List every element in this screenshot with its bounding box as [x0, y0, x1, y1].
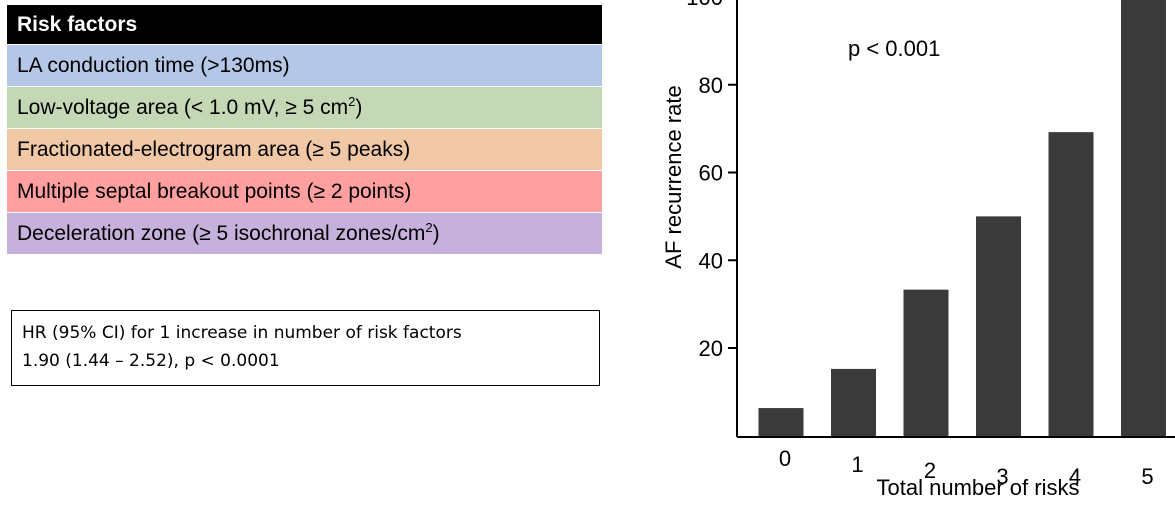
risk-row-fractionated: Fractionated-electrogram area (≥ 5 peaks… — [7, 128, 602, 170]
bar-4 — [1048, 132, 1094, 437]
y-axis-label: AF recurrence rate — [661, 85, 686, 268]
bar-2 — [903, 289, 949, 437]
x-tick-label-4: 4 — [1069, 464, 1081, 489]
bar-0 — [758, 408, 804, 437]
hazard-ratio-box: HR (95% CI) for 1 increase in number of … — [11, 310, 600, 386]
y-tick-label-20: 20 — [699, 336, 723, 361]
x-tick-label-1: 1 — [851, 452, 863, 477]
bar-1 — [831, 368, 876, 437]
x-tick-label-5: 5 — [1141, 464, 1153, 489]
y-tick-label-60: 60 — [699, 161, 723, 186]
risk-row-la-conduction: LA conduction time (>130ms) — [7, 44, 602, 86]
bar-5 — [1121, 0, 1166, 437]
x-tick-label-2: 2 — [924, 458, 936, 483]
x-axis-label: Total number of risks — [877, 475, 1080, 500]
y-tick-label-80: 80 — [699, 73, 723, 98]
y-tick-label-100: 100 — [686, 0, 723, 10]
y-tick-label-40: 40 — [699, 248, 723, 273]
x-tick-label-3: 3 — [996, 464, 1008, 489]
hazard-ratio-line-1: HR (95% CI) for 1 increase in number of … — [22, 323, 462, 343]
hazard-ratio-line-2: 1.90 (1.44 – 2.52), p < 0.0001 — [22, 351, 280, 371]
risk-row-low-voltage: Low-voltage area (< 1.0 mV, ≥ 5 cm2) — [7, 86, 602, 128]
risk-factors-table: Risk factors LA conduction time (>130ms)… — [7, 5, 602, 254]
bar-3 — [976, 216, 1021, 437]
x-tick-label-0: 0 — [779, 446, 791, 471]
risk-row-septal-breakout: Multiple septal breakout points (≥ 2 poi… — [7, 170, 602, 212]
risk-row-deceleration: Deceleration zone (≥ 5 isochronal zones/… — [7, 212, 602, 254]
p-value-annotation: p < 0.001 — [848, 36, 940, 61]
risk-factors-header: Risk factors — [7, 5, 602, 44]
